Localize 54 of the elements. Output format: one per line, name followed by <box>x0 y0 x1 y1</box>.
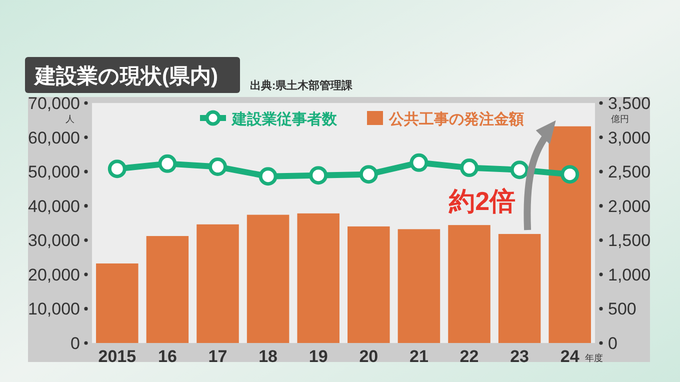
x-tick-label: 20 <box>359 347 378 366</box>
x-tick-label: 23 <box>510 347 530 366</box>
y-tick-label: 30,000 <box>28 231 80 250</box>
point <box>208 158 227 176</box>
y-tick-label: 60,000 <box>28 128 80 148</box>
point <box>309 166 328 185</box>
bar <box>398 229 440 343</box>
legend-label: 公共工事の発注金額 <box>388 110 524 128</box>
y2-tick-label: 3,000 <box>608 128 651 148</box>
y2-tick-label: 1,500 <box>608 231 651 250</box>
bar <box>348 226 390 343</box>
bar <box>96 263 138 343</box>
point <box>108 160 126 178</box>
y-tick-label: 70,000 <box>28 94 80 113</box>
bar <box>448 225 490 343</box>
legend-label: 建設業従事者数 <box>231 111 338 128</box>
bar <box>246 214 290 343</box>
bar <box>196 224 239 343</box>
bar <box>146 236 189 343</box>
x-axis-title: 年度 <box>584 353 603 363</box>
y2-tick-label: 1,000 <box>608 265 651 284</box>
x-tick-label: 2015 <box>98 347 136 366</box>
x-tick-label: 24 <box>560 347 580 366</box>
y-tick-label: 50,000 <box>28 162 80 182</box>
x-tick-label: 22 <box>460 347 479 366</box>
x-tick-label: 16 <box>158 347 177 366</box>
point <box>359 165 378 184</box>
point <box>158 154 177 173</box>
x-tick-label: 18 <box>258 347 278 366</box>
point <box>560 165 580 184</box>
point <box>510 160 529 180</box>
bar <box>297 213 340 343</box>
y-tick-label: 10,000 <box>28 300 80 319</box>
y2-tick-label: 0 <box>608 334 618 353</box>
y-tick-label: 40,000 <box>28 196 80 216</box>
y2-tick-label: 500 <box>608 300 636 319</box>
y-tick-label: 20,000 <box>28 265 80 284</box>
y-axis-title: 人 <box>66 114 74 124</box>
x-tick-label: 19 <box>308 347 328 366</box>
bar <box>548 126 591 343</box>
y2-tick-label: 2,000 <box>608 196 651 216</box>
y2-tick-label: 3,500 <box>608 94 651 113</box>
bar <box>498 234 541 343</box>
point <box>258 167 278 186</box>
x-tick-label: 17 <box>208 347 228 366</box>
point <box>410 153 428 172</box>
y-tick-label: 0 <box>70 334 80 353</box>
source-note: 出典:県土木部管理課 <box>250 79 354 92</box>
x-tick-label: 21 <box>409 347 428 366</box>
y2-tick-label: 2,500 <box>608 162 651 182</box>
y2-axis-title: 億円 <box>611 114 629 124</box>
chart-title: 建設業の現状(県内) <box>33 65 218 88</box>
point <box>460 158 478 178</box>
annotation: 約2倍 <box>448 186 516 216</box>
